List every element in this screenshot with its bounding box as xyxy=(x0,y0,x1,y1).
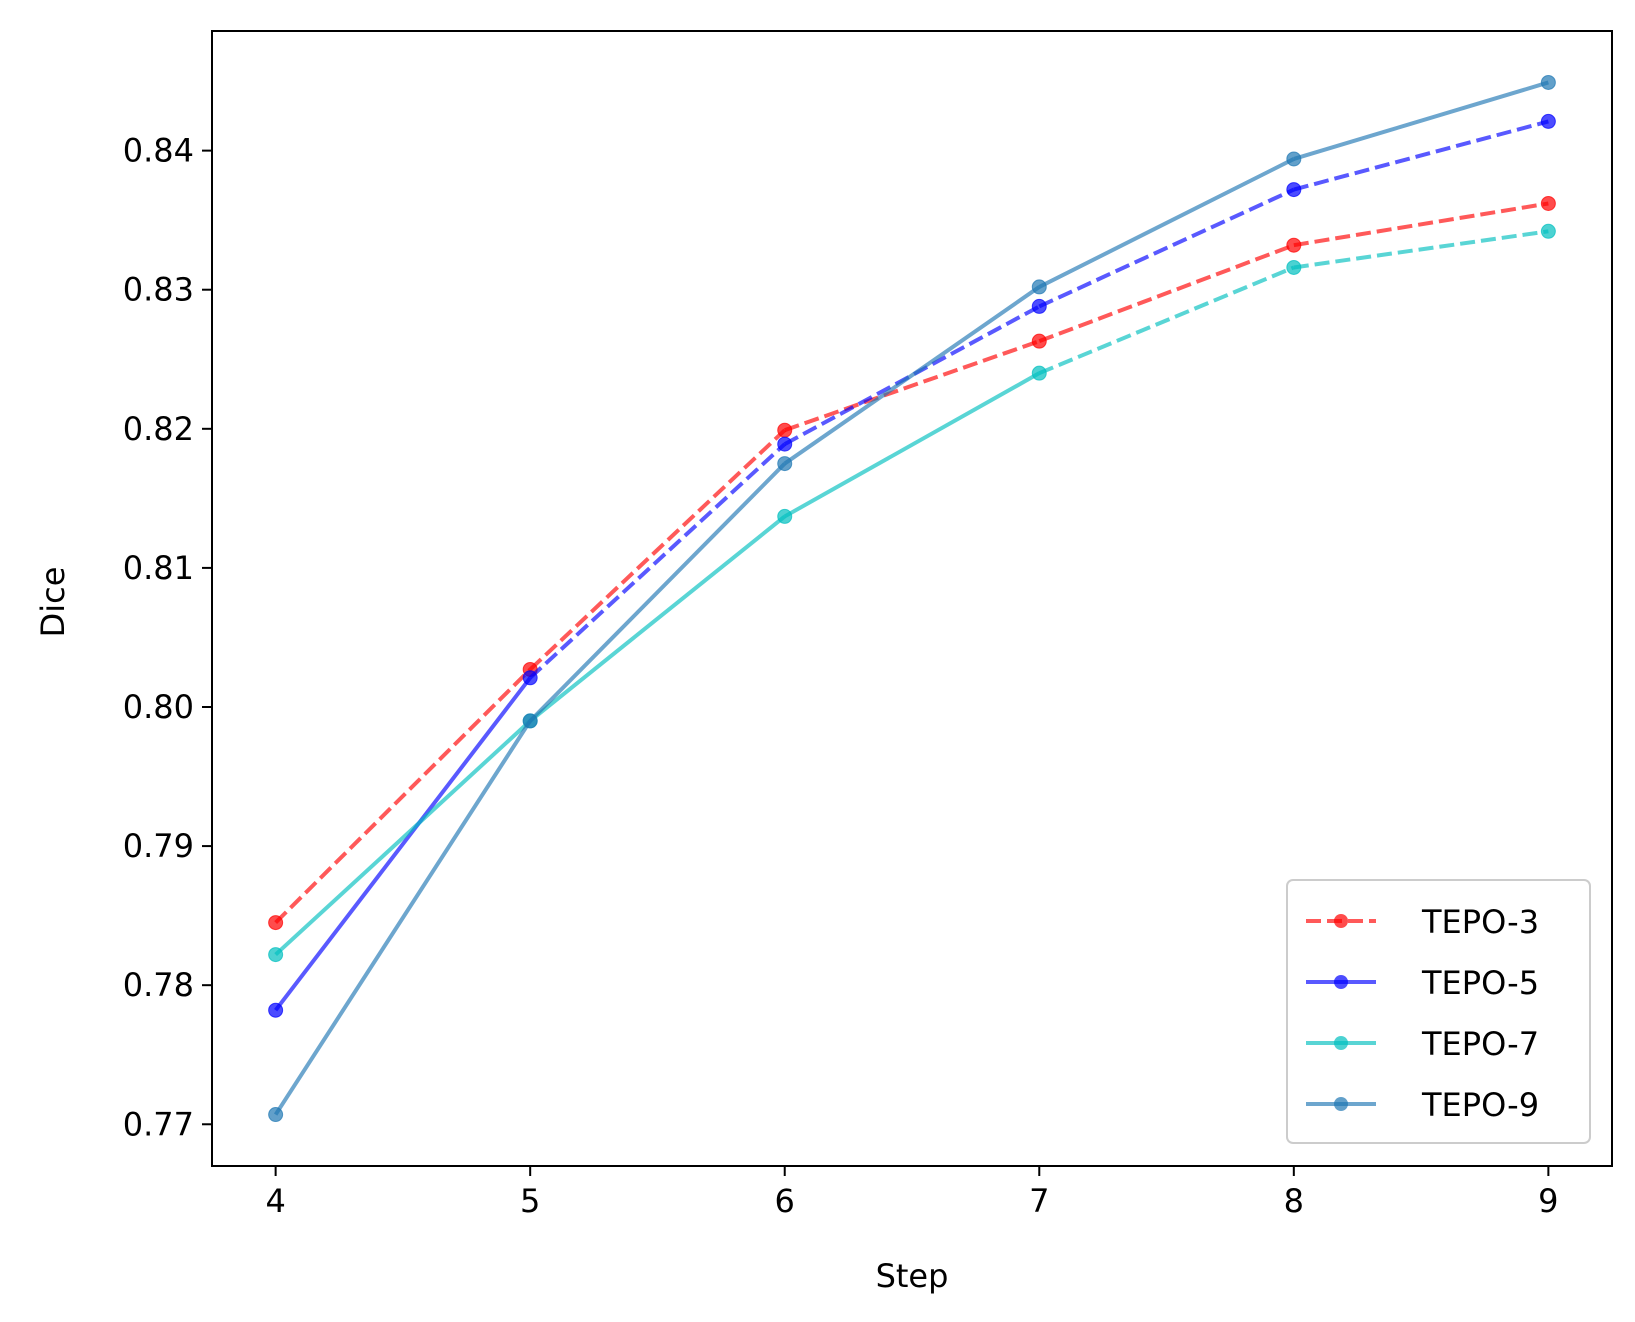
series-line-segment xyxy=(528,442,787,680)
legend-item: TEPO-5 xyxy=(1306,964,1539,1002)
data-point xyxy=(1286,237,1302,253)
data-point xyxy=(1031,279,1047,295)
series-line-segment xyxy=(1293,201,1549,248)
series-line-segment xyxy=(528,462,787,723)
series-line-segment xyxy=(784,339,1040,433)
legend-marker xyxy=(1334,1097,1348,1111)
x-tick-label: 6 xyxy=(775,1182,795,1220)
data-point xyxy=(268,1002,284,1018)
legend-items: TEPO-3 TEPO-5 TEPO-7 TEPO-9 xyxy=(1306,903,1539,1124)
legend-label: TEPO-7 xyxy=(1421,1025,1539,1063)
plot-area-frame xyxy=(211,30,1613,1167)
data-point xyxy=(268,1107,284,1123)
data-point xyxy=(1540,113,1556,129)
x-axis-label: Step xyxy=(876,1257,949,1295)
legend-item: TEPO-3 xyxy=(1306,903,1539,941)
x-tick-label: 4 xyxy=(265,1182,285,1220)
series-layer xyxy=(268,74,1556,1123)
data-point xyxy=(1031,365,1047,381)
legend-item: TEPO-9 xyxy=(1306,1086,1539,1124)
series-line-segment xyxy=(1038,265,1295,376)
data-point xyxy=(777,422,793,438)
y-tick-label: 0.81 xyxy=(123,549,194,587)
series-line-segment xyxy=(274,668,532,925)
x-tick-label: 9 xyxy=(1538,1182,1558,1220)
y-axis-label: Dice xyxy=(34,567,72,638)
series-tepo-9 xyxy=(268,74,1556,1123)
series-line-segment xyxy=(783,304,1041,446)
series-line-segment xyxy=(528,514,786,723)
series-line-segment xyxy=(528,428,787,671)
y-tick-label: 0.83 xyxy=(123,271,194,309)
legend-item: TEPO-7 xyxy=(1306,1025,1539,1063)
data-point xyxy=(1286,182,1302,198)
data-point xyxy=(522,713,538,729)
y-tick-label: 0.82 xyxy=(123,410,194,448)
data-point xyxy=(777,508,793,524)
series-line-segment xyxy=(1038,187,1295,309)
series-line-segment xyxy=(1038,243,1295,344)
data-point xyxy=(1540,223,1556,239)
series-tepo-5 xyxy=(268,113,1556,1018)
data-point xyxy=(268,915,284,931)
x-tick-label: 7 xyxy=(1029,1182,1049,1220)
data-point xyxy=(1031,333,1047,349)
data-point xyxy=(522,670,538,686)
series-tepo-7 xyxy=(268,223,1556,963)
legend-label: TEPO-9 xyxy=(1421,1086,1539,1124)
legend-marker xyxy=(1334,975,1348,989)
data-point xyxy=(268,947,284,963)
legend: TEPO-3 TEPO-5 TEPO-7 TEPO-9 xyxy=(1286,879,1591,1144)
series-tepo-3 xyxy=(268,195,1556,931)
x-tick-label: 8 xyxy=(1284,1182,1304,1220)
y-tick-label: 0.78 xyxy=(123,966,194,1004)
data-point xyxy=(1540,74,1556,90)
data-point xyxy=(1031,298,1047,314)
series-line-segment xyxy=(274,719,532,957)
series-line-segment xyxy=(783,285,1041,466)
data-point xyxy=(777,436,793,452)
legend-label: TEPO-5 xyxy=(1421,964,1539,1002)
y-tick-label: 0.84 xyxy=(123,132,194,170)
x-tick-label: 5 xyxy=(520,1182,540,1220)
legend-box xyxy=(1286,879,1591,1144)
data-point xyxy=(1286,151,1302,167)
data-point xyxy=(777,456,793,472)
x-axis: 4 5 6 7 8 9 xyxy=(265,1166,1559,1220)
data-point xyxy=(1540,195,1556,211)
series-line-segment xyxy=(1293,229,1549,270)
series-line-segment xyxy=(1293,80,1549,161)
legend-label: TEPO-3 xyxy=(1421,903,1539,941)
series-line-segment xyxy=(783,371,1041,519)
series-line-segment xyxy=(1038,157,1295,289)
y-tick-label: 0.79 xyxy=(123,827,194,865)
y-axis: 0.77 0.78 0.79 0.80 0.81 0.82 0.83 0.84 xyxy=(123,132,212,1143)
series-line-segment xyxy=(273,719,532,1116)
legend-marker xyxy=(1334,1036,1348,1050)
data-point xyxy=(1286,259,1302,275)
series-line-segment xyxy=(274,676,532,1012)
y-tick-label: 0.77 xyxy=(123,1105,194,1143)
legend-marker xyxy=(1334,914,1348,928)
series-line-segment xyxy=(1293,119,1549,192)
y-tick-label: 0.80 xyxy=(123,688,194,726)
